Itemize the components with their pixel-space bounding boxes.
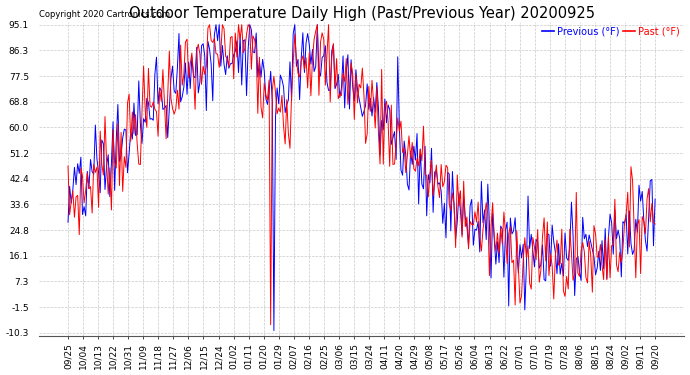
Text: Copyright 2020 Cartronics.com: Copyright 2020 Cartronics.com (39, 10, 170, 19)
Legend: Previous (°F), Past (°F): Previous (°F), Past (°F) (542, 27, 680, 37)
Title: Outdoor Temperature Daily High (Past/Previous Year) 20200925: Outdoor Temperature Daily High (Past/Pre… (128, 6, 595, 21)
